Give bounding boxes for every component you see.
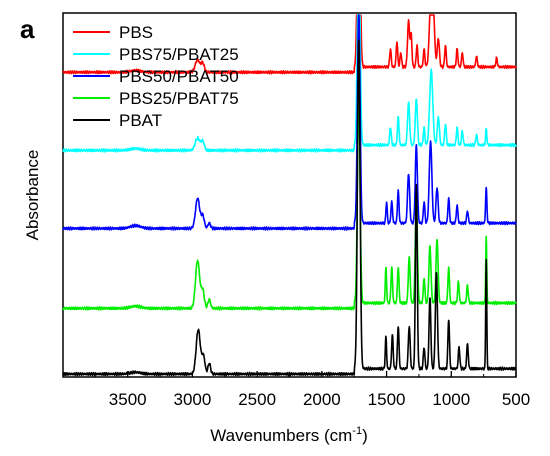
legend: PBS PBS75/PBAT25 PBS50/PBAT50 PBS25/PBAT75 P… bbox=[73, 23, 239, 130]
x-tick-label: 3000 bbox=[174, 390, 212, 409]
y-axis-label: Absorbance bbox=[23, 150, 42, 241]
x-tick-label: 3500 bbox=[109, 390, 147, 409]
legend-label: PBS50/PBAT50 bbox=[119, 67, 239, 86]
x-tick-label: 1000 bbox=[432, 390, 470, 409]
x-tick-label: 1500 bbox=[368, 390, 406, 409]
x-tick-label: 2500 bbox=[238, 390, 276, 409]
series-line-pbs50-pbat50 bbox=[62, 14, 517, 231]
x-tick-label: 2000 bbox=[303, 390, 341, 409]
series-line-pbs bbox=[62, 14, 517, 75]
series-line-pbs25-pbat75 bbox=[62, 93, 517, 311]
series-line-pbat bbox=[62, 39, 517, 377]
legend-label: PBS75/PBAT25 bbox=[119, 45, 239, 64]
series-line-pbs75-pbat25 bbox=[62, 14, 517, 153]
panel-label: a bbox=[20, 14, 35, 44]
legend-label: PBS25/PBAT75 bbox=[119, 89, 239, 108]
x-tick-label: 500 bbox=[502, 390, 530, 409]
x-axis-label: Wavenumbers (cm-1) bbox=[210, 425, 367, 445]
series-lines bbox=[62, 14, 517, 377]
legend-label: PBAT bbox=[119, 111, 162, 130]
legend-label: PBS bbox=[119, 23, 153, 42]
